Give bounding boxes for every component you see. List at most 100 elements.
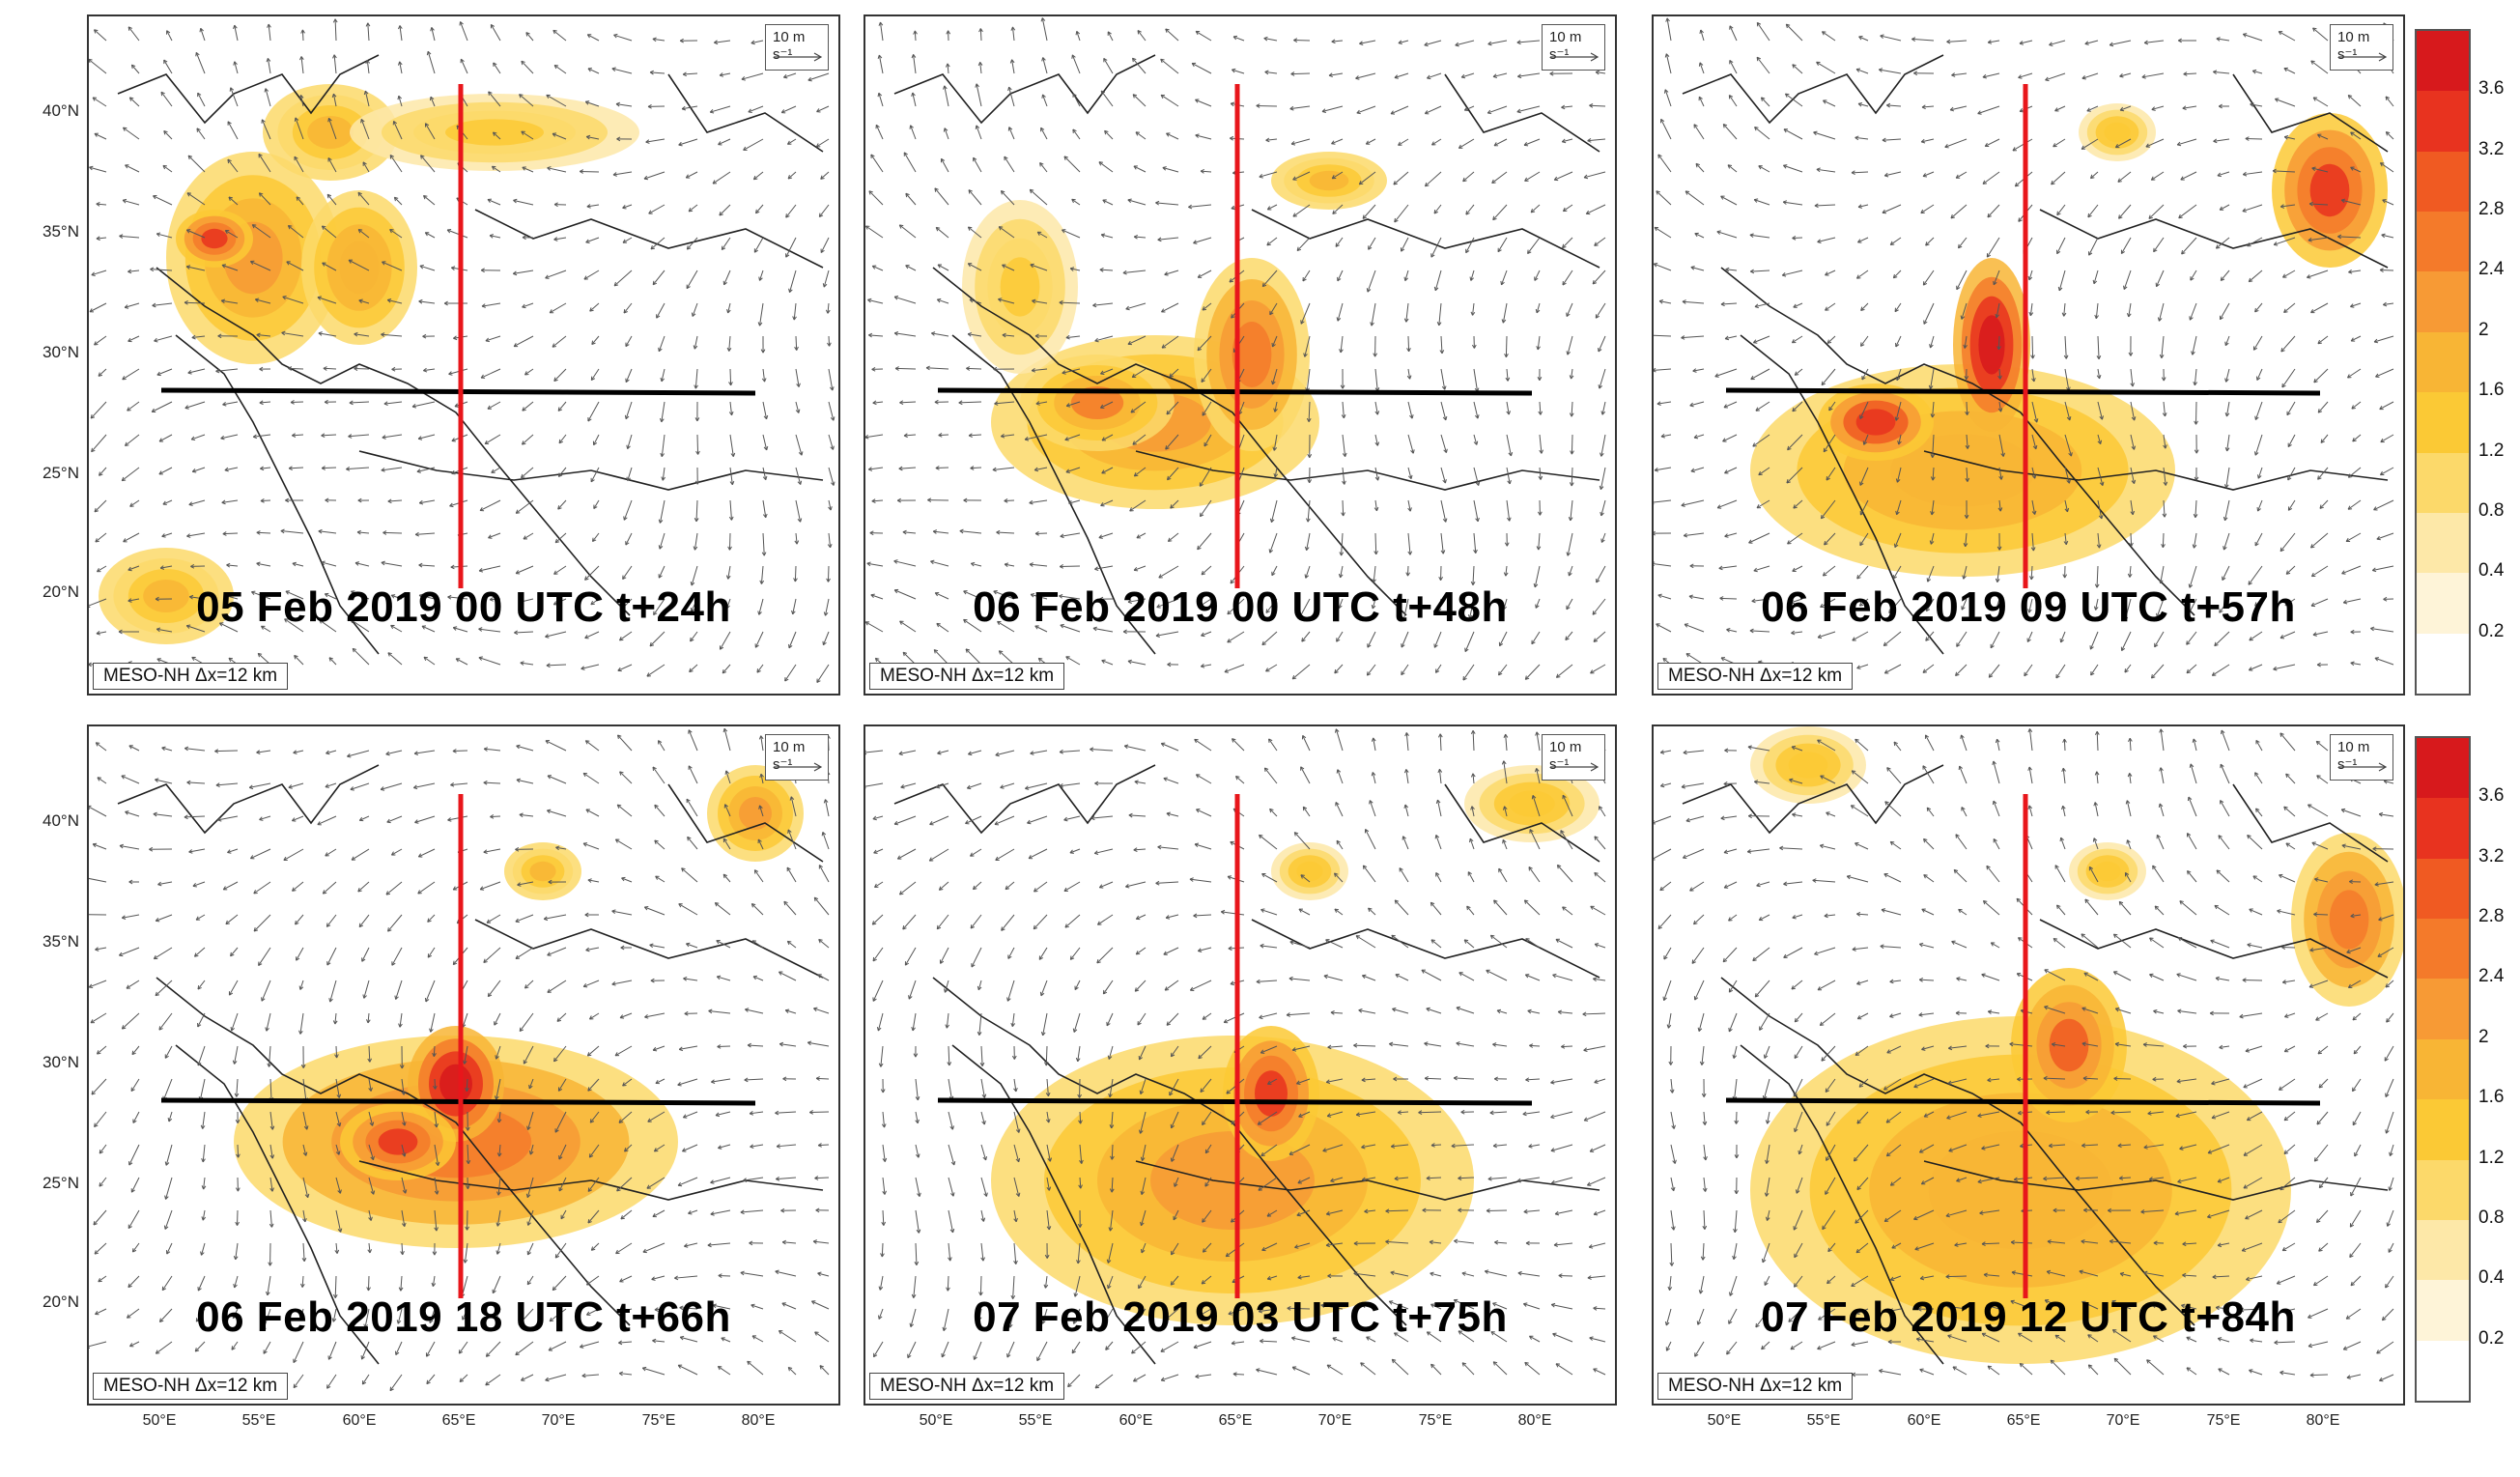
aerosol-shading bbox=[1296, 861, 1323, 882]
aerosol-shading bbox=[1232, 322, 1272, 387]
map-panel: 10 m s⁻¹ 06 Feb 2019 00 UTC t+48h MESO-NH … bbox=[864, 14, 1617, 696]
longitude-tick-label: 60°E bbox=[342, 1412, 377, 1429]
coastline bbox=[474, 209, 824, 269]
colorbar-level-label: 1.6 bbox=[2478, 380, 2505, 401]
reference-vector-label: 10 m s⁻¹ bbox=[773, 739, 806, 773]
coastline bbox=[1740, 334, 1944, 655]
colorbar-level-label: 2.4 bbox=[2478, 966, 2505, 987]
colorbar-segment bbox=[2417, 919, 2469, 980]
reference-vector-box: 10 m s⁻¹ bbox=[2330, 24, 2393, 71]
colorbar-segment bbox=[2417, 858, 2469, 920]
reference-vector-box: 10 m s⁻¹ bbox=[765, 24, 829, 71]
colorbar-segment bbox=[2417, 1099, 2469, 1161]
aerosol-shading bbox=[143, 580, 189, 612]
coastline bbox=[1251, 919, 1600, 979]
colorbar-segment bbox=[2417, 1219, 2469, 1281]
colorbar-level-label: 2 bbox=[2478, 1026, 2489, 1047]
wind-vectors bbox=[89, 18, 835, 683]
longitude-tick-label: 75°E bbox=[1418, 1412, 1453, 1429]
map-panel: 10 m s⁻¹ 07 Feb 2019 12 UTC t+84h MESO-NH … bbox=[1652, 724, 2405, 1406]
coastline bbox=[1682, 54, 1944, 125]
colorbar-segment bbox=[2417, 738, 2469, 799]
colorbar-segment bbox=[2417, 271, 2469, 333]
aerosol-shading bbox=[1255, 1070, 1288, 1117]
coastline bbox=[1444, 783, 1600, 863]
aerosol-shading bbox=[339, 241, 380, 295]
aerosol-shading bbox=[1070, 386, 1124, 419]
coastline bbox=[932, 977, 1407, 1326]
aerosol-shading bbox=[2329, 890, 2369, 950]
panel-caption: 07 Feb 2019 12 UTC t+84h bbox=[1761, 1293, 2296, 1341]
colorbar-segment bbox=[2417, 798, 2469, 860]
colorbar-segment bbox=[2417, 331, 2469, 393]
colorbar-segment bbox=[2417, 1280, 2469, 1342]
coastline bbox=[893, 54, 1156, 125]
aerosol-shading bbox=[529, 861, 556, 882]
map-canvas bbox=[1654, 726, 2403, 1385]
latitude-tick-label: 35°N bbox=[42, 932, 79, 951]
wind-vectors bbox=[865, 728, 1606, 1393]
colorbar-segment bbox=[2417, 573, 2469, 635]
longitude-tick-label: 80°E bbox=[2306, 1412, 2340, 1429]
colorbar-level-label: 1.2 bbox=[2478, 440, 2505, 461]
reference-vector-box: 10 m s⁻¹ bbox=[2330, 734, 2393, 781]
longitude-tick-label: 50°E bbox=[1707, 1412, 1741, 1429]
map-canvas bbox=[1654, 17, 2394, 679]
aerosol-shading bbox=[1309, 170, 1349, 191]
latitude-tick-label: 40°N bbox=[42, 811, 79, 830]
latitude-tick-label: 20°N bbox=[42, 1292, 79, 1311]
latitude-tick-label: 30°N bbox=[42, 343, 79, 361]
coastline bbox=[156, 977, 631, 1326]
aerosol-shading bbox=[378, 1128, 418, 1155]
colorbar-level-label: 0.8 bbox=[2478, 1207, 2505, 1228]
coastline bbox=[1251, 209, 1600, 269]
map-canvas bbox=[865, 17, 1606, 681]
coastline bbox=[1720, 267, 2195, 616]
colorbar-level-label: 1.6 bbox=[2478, 1087, 2505, 1108]
coastline bbox=[2232, 783, 2389, 863]
aerosol-shading bbox=[2309, 163, 2350, 217]
aerosol-shading bbox=[1855, 409, 1896, 436]
latitude-tick-label: 30°N bbox=[42, 1053, 79, 1071]
colorbar-segment bbox=[2417, 91, 2469, 153]
model-label: MESO-NH Δx=12 km bbox=[93, 1373, 289, 1400]
map-canvas bbox=[89, 18, 835, 683]
coastline bbox=[474, 919, 824, 979]
colorbar-segment bbox=[2417, 392, 2469, 454]
colorbar-segment bbox=[2417, 633, 2469, 695]
coastline bbox=[175, 1044, 380, 1365]
model-label: MESO-NH Δx=12 km bbox=[1657, 1373, 1854, 1400]
colorbar-level-label: 0.8 bbox=[2478, 499, 2505, 521]
panel-caption: 07 Feb 2019 03 UTC t+75h bbox=[973, 1293, 1508, 1341]
longitude-tick-label: 55°E bbox=[1806, 1412, 1841, 1429]
colorbar-level-label: 0.4 bbox=[2478, 560, 2505, 582]
coastline bbox=[951, 1044, 1156, 1365]
colorbar-level-label: 3.2 bbox=[2478, 845, 2505, 866]
coastline bbox=[1923, 1160, 2389, 1201]
longitude-tick-label: 65°E bbox=[441, 1412, 476, 1429]
model-label: MESO-NH Δx=12 km bbox=[1657, 663, 1854, 690]
aerosol-shading bbox=[1000, 257, 1040, 317]
map-canvas bbox=[865, 728, 1606, 1393]
colorbar-level-label: 2.8 bbox=[2478, 199, 2505, 220]
panel-caption: 06 Feb 2019 00 UTC t+48h bbox=[973, 583, 1508, 631]
longitude-tick-label: 70°E bbox=[2106, 1412, 2140, 1429]
wind-vectors bbox=[1654, 17, 2394, 679]
colorbar bbox=[2415, 736, 2471, 1403]
colorbar-segment bbox=[2417, 1340, 2469, 1402]
reference-arrow-icon bbox=[774, 762, 823, 772]
colorbar-level-label: 1.2 bbox=[2478, 1147, 2505, 1168]
colorbar-level-label: 3.2 bbox=[2478, 138, 2505, 159]
model-label: MESO-NH Δx=12 km bbox=[93, 663, 289, 690]
coastline bbox=[358, 450, 824, 491]
aerosol-shading bbox=[1978, 315, 2005, 375]
aerosol-shading bbox=[439, 1064, 472, 1104]
colorbar-segment bbox=[2417, 151, 2469, 213]
colorbar-level-label: 2.8 bbox=[2478, 906, 2505, 927]
coastline bbox=[117, 54, 380, 125]
longitude-tick-label: 75°E bbox=[2206, 1412, 2241, 1429]
panel-caption: 05 Feb 2019 00 UTC t+24h bbox=[196, 583, 731, 631]
aerosol-shading bbox=[2049, 1018, 2089, 1072]
coastline bbox=[932, 267, 1407, 616]
